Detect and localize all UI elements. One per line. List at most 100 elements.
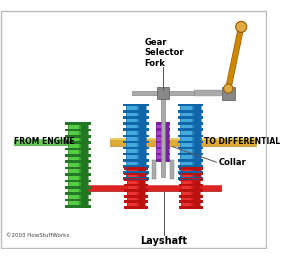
- Bar: [123, 116, 149, 119]
- Bar: [14, 139, 68, 140]
- Bar: [127, 169, 146, 207]
- Bar: [155, 147, 170, 149]
- Bar: [179, 184, 202, 186]
- Bar: [178, 110, 204, 112]
- Bar: [124, 189, 148, 192]
- Bar: [137, 169, 140, 207]
- Bar: [178, 153, 204, 155]
- Bar: [164, 124, 169, 160]
- Bar: [179, 189, 202, 192]
- Bar: [123, 159, 149, 162]
- Bar: [180, 105, 194, 179]
- Bar: [178, 122, 204, 125]
- Bar: [138, 169, 146, 207]
- Text: FROM ENGINE: FROM ENGINE: [14, 138, 75, 146]
- Bar: [127, 169, 139, 207]
- Bar: [179, 178, 202, 181]
- Bar: [179, 195, 202, 198]
- Bar: [155, 159, 170, 162]
- Bar: [181, 169, 200, 207]
- Bar: [123, 141, 149, 143]
- Text: Gear
Selector
Fork: Gear Selector Fork: [144, 38, 184, 68]
- Bar: [178, 177, 204, 180]
- Bar: [65, 129, 91, 131]
- Bar: [65, 205, 91, 208]
- Bar: [178, 116, 204, 119]
- Bar: [79, 124, 82, 206]
- Bar: [170, 160, 174, 179]
- Bar: [80, 124, 88, 206]
- Bar: [123, 128, 149, 131]
- Bar: [65, 179, 91, 182]
- Bar: [65, 148, 91, 150]
- Bar: [132, 91, 194, 95]
- Bar: [110, 138, 256, 140]
- Bar: [164, 124, 166, 160]
- Bar: [178, 171, 204, 174]
- Bar: [179, 206, 202, 208]
- Bar: [124, 173, 148, 175]
- Bar: [155, 153, 170, 155]
- Bar: [138, 105, 146, 179]
- Bar: [123, 104, 149, 106]
- Bar: [178, 134, 204, 137]
- Bar: [181, 169, 193, 207]
- Bar: [152, 160, 155, 179]
- Bar: [191, 169, 194, 207]
- Bar: [124, 167, 148, 170]
- Bar: [65, 154, 91, 157]
- Bar: [124, 178, 148, 181]
- Bar: [14, 139, 68, 145]
- Bar: [68, 124, 81, 206]
- Bar: [123, 177, 149, 180]
- Bar: [110, 138, 256, 146]
- Bar: [178, 165, 204, 168]
- Bar: [65, 122, 91, 125]
- Bar: [123, 122, 149, 125]
- Bar: [68, 124, 88, 206]
- Bar: [178, 147, 204, 149]
- Bar: [126, 105, 146, 179]
- Bar: [155, 141, 170, 143]
- Bar: [123, 165, 149, 168]
- Bar: [65, 141, 91, 144]
- Bar: [180, 105, 201, 179]
- Bar: [69, 185, 221, 191]
- Bar: [157, 87, 169, 99]
- Bar: [179, 167, 202, 170]
- Bar: [123, 110, 149, 112]
- Circle shape: [236, 21, 247, 32]
- Bar: [155, 122, 170, 125]
- Text: Collar: Collar: [218, 158, 246, 167]
- Bar: [65, 167, 91, 169]
- Bar: [124, 184, 148, 186]
- Bar: [65, 192, 91, 195]
- Bar: [123, 171, 149, 174]
- Bar: [157, 124, 165, 160]
- Text: ©2003 HowStuffWorks: ©2003 HowStuffWorks: [6, 233, 69, 238]
- Bar: [65, 199, 91, 201]
- Bar: [69, 185, 221, 186]
- Bar: [65, 135, 91, 138]
- Bar: [222, 87, 235, 99]
- Bar: [179, 173, 202, 175]
- Text: Layshaft: Layshaft: [140, 236, 187, 246]
- Bar: [161, 89, 165, 177]
- Bar: [123, 153, 149, 155]
- Bar: [193, 105, 201, 179]
- Bar: [178, 159, 204, 162]
- Bar: [157, 124, 169, 160]
- Bar: [137, 105, 140, 179]
- Bar: [155, 134, 170, 137]
- Bar: [123, 147, 149, 149]
- Bar: [124, 195, 148, 198]
- Bar: [192, 169, 200, 207]
- Bar: [192, 105, 195, 179]
- Bar: [178, 141, 204, 143]
- Bar: [155, 128, 170, 131]
- Circle shape: [224, 84, 233, 93]
- Text: TO DIFFERENTIAL: TO DIFFERENTIAL: [204, 138, 280, 146]
- Bar: [65, 161, 91, 163]
- Bar: [123, 134, 149, 137]
- Bar: [178, 128, 204, 131]
